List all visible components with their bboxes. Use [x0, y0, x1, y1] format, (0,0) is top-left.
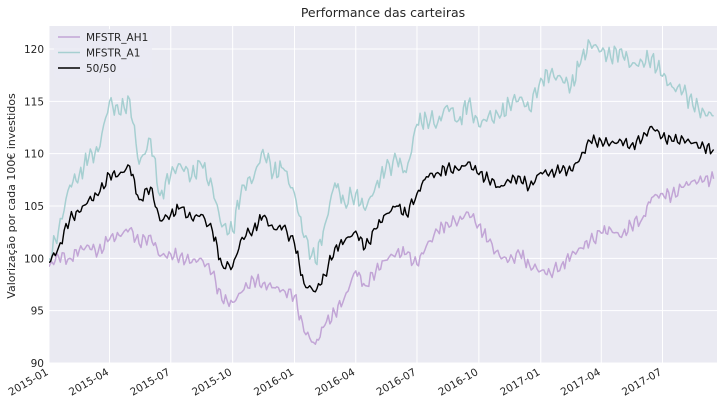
x-tick-label: 2015-04 — [67, 366, 111, 398]
y-tick-label: 100 — [24, 253, 44, 265]
series-layer — [49, 39, 715, 345]
legend-label: MFSTR_A1 — [86, 48, 140, 60]
y-tick-label: 120 — [24, 44, 44, 56]
y-axis-label: Valorização por cada 100€ investidos — [5, 93, 18, 299]
x-tick-label: 2016-07 — [374, 366, 418, 398]
x-tick-label: 2017-01 — [498, 366, 542, 398]
series-line-mfstr-ah1 — [49, 171, 715, 345]
y-tick-label: 110 — [24, 149, 44, 161]
legend-label: MFSTR_AH1 — [86, 32, 148, 44]
y-tick-label: 90 — [31, 358, 44, 370]
y-tick-label: 115 — [24, 96, 44, 108]
legend-label: 50/50 — [86, 63, 116, 75]
x-tick-label: 2017-04 — [559, 366, 603, 398]
x-tick-label: 2017-07 — [620, 366, 664, 398]
chart-title: Performance das carteiras — [301, 5, 465, 20]
y-tick-label: 95 — [31, 306, 44, 318]
y-axis: 90 95 100 105 110 115 120 — [24, 44, 44, 370]
grid — [48, 26, 717, 364]
x-tick-label: 2016-10 — [436, 366, 480, 398]
x-tick-label: 2015-01 — [7, 366, 51, 398]
y-tick-label: 105 — [24, 201, 44, 213]
legend: MFSTR_AH1 MFSTR_A1 50/50 — [54, 29, 152, 78]
x-tick-label: 2016-04 — [313, 366, 357, 398]
legend-box — [54, 29, 152, 78]
x-axis: 2015-01 2015-04 2015-07 2015-10 2016-01 2016-… — [7, 366, 665, 398]
x-tick-label: 2016-01 — [252, 366, 296, 398]
x-tick-label: 2015-10 — [190, 366, 234, 398]
series-line-50-50 — [49, 125, 715, 293]
x-tick-label: 2015-07 — [128, 366, 172, 398]
series-line-mfstr-a1 — [49, 39, 714, 266]
